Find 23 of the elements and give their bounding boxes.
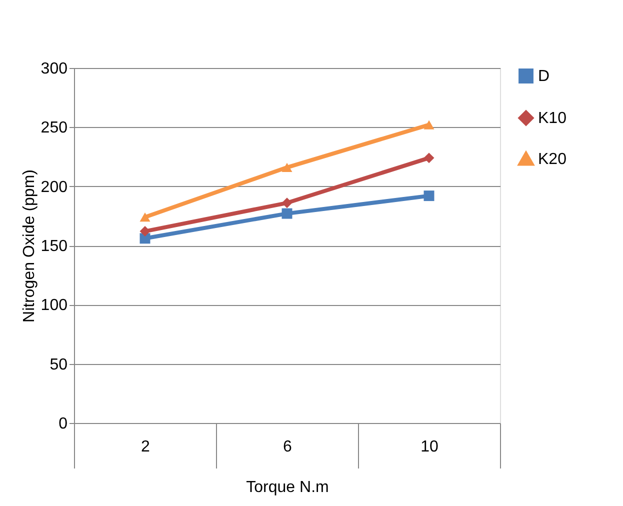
x-tick-label: 2	[141, 438, 150, 456]
y-tick-label: 300	[40, 60, 68, 78]
y-tick-label: 50	[50, 356, 68, 374]
x-axis-title: Torque N.m	[246, 479, 329, 496]
x-tick-label: 6	[283, 438, 292, 456]
point	[424, 190, 434, 202]
y-tick-label: 200	[40, 178, 68, 196]
point	[424, 120, 434, 130]
y-tick-label: 0	[58, 416, 68, 432]
x-tick-label: 10	[420, 438, 438, 456]
legend-label: K10	[538, 110, 567, 127]
point	[282, 208, 292, 219]
point	[424, 152, 434, 164]
legend-label: K20	[538, 151, 567, 168]
point	[282, 162, 292, 172]
legend-label: D	[538, 68, 550, 85]
y-axis-title: Nitrogen Oxide (ppm)	[20, 170, 38, 322]
point	[140, 226, 150, 237]
y-tick-label: 100	[40, 297, 68, 314]
point	[282, 198, 292, 208]
y-tick-label: 250	[40, 120, 68, 137]
point	[140, 212, 150, 222]
y-tick-label: 150	[40, 238, 68, 255]
